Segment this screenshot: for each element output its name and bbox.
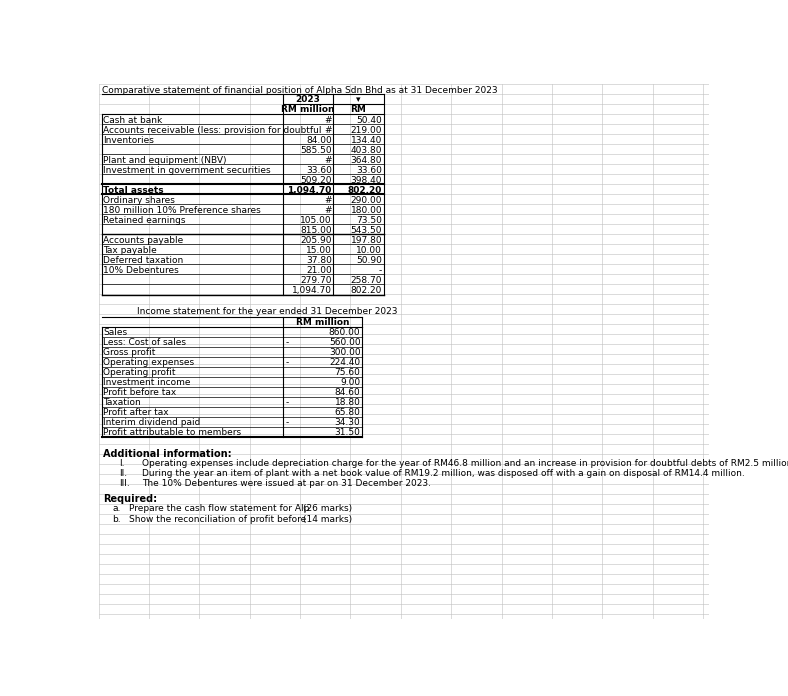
Text: #: # [325,156,332,165]
Text: 33.60: 33.60 [306,166,332,175]
Text: -: - [285,358,288,367]
Text: 300.00: 300.00 [329,349,360,358]
Text: 290.00: 290.00 [351,196,382,205]
Text: 105.00: 105.00 [300,216,332,225]
Text: (26 marks): (26 marks) [303,504,352,513]
Text: Operating profit: Operating profit [103,368,176,377]
Text: 10% Debentures: 10% Debentures [103,266,179,275]
Text: 180 million 10% Preference shares: 180 million 10% Preference shares [103,206,261,215]
Text: 815.00: 815.00 [300,226,332,235]
Text: Profit before tax: Profit before tax [103,388,177,397]
Text: Tax payable: Tax payable [103,246,157,255]
Text: 21.00: 21.00 [306,266,332,275]
Text: 860.00: 860.00 [329,329,360,338]
Text: I.: I. [119,459,125,468]
Text: RM million: RM million [296,317,349,326]
Text: RM million: RM million [281,105,334,114]
Text: 398.40: 398.40 [351,176,382,185]
Text: Gross profit: Gross profit [103,349,155,358]
Text: Investment in government securities: Investment in government securities [103,166,271,175]
Text: #: # [325,196,332,205]
Text: 364.80: 364.80 [351,156,382,165]
Text: Retained earnings: Retained earnings [103,216,186,225]
Text: Comparative statement of financial position of Alpha Sdn Bhd as at 31 December 2: Comparative statement of financial posit… [102,86,497,95]
Text: 197.80: 197.80 [351,236,382,245]
Text: Sales: Sales [103,329,128,338]
Text: Plant and equipment (NBV): Plant and equipment (NBV) [103,156,227,165]
Text: III.: III. [119,480,129,489]
Text: Show the reconciliation of profit before: Show the reconciliation of profit before [128,516,306,525]
Text: 279.70: 279.70 [300,276,332,285]
Text: Inventories: Inventories [103,136,154,145]
Text: 84.00: 84.00 [306,136,332,145]
Text: 509.20: 509.20 [300,176,332,185]
Text: During the year an item of plant with a net book value of RM19.2 million, was di: During the year an item of plant with a … [142,469,745,478]
Text: Investment income: Investment income [103,379,191,388]
Text: The 10% Debentures were issued at par on 31 December 2023.: The 10% Debentures were issued at par on… [142,480,431,489]
Text: 224.40: 224.40 [329,358,360,367]
Text: 37.80: 37.80 [306,256,332,265]
Text: Additional information:: Additional information: [103,450,232,459]
Text: Operating expenses include depreciation charge for the year of RM46.8 million an: Operating expenses include depreciation … [142,459,788,468]
Text: #: # [325,206,332,215]
Text: #: # [325,116,332,125]
Text: 403.80: 403.80 [351,146,382,155]
Text: ▾: ▾ [356,95,360,104]
Text: (14 marks): (14 marks) [303,516,352,525]
Text: 18.80: 18.80 [335,398,360,407]
Text: Income statement for the year ended 31 December 2023: Income statement for the year ended 31 D… [137,307,398,316]
Text: Prepare the cash flow statement for Alp: Prepare the cash flow statement for Alp [128,504,309,513]
Text: 33.60: 33.60 [356,166,382,175]
Text: a.: a. [113,504,121,513]
Text: 802.20: 802.20 [351,286,382,295]
Text: 65.80: 65.80 [335,409,360,418]
Text: 10.00: 10.00 [356,246,382,255]
Text: Profit after tax: Profit after tax [103,409,169,418]
Text: II.: II. [119,469,127,478]
Text: 1,094.70: 1,094.70 [288,186,332,195]
Text: 1,094.70: 1,094.70 [292,286,332,295]
Text: -: - [285,418,288,427]
Text: Cash at bank: Cash at bank [103,116,162,125]
Text: Less: Cost of sales: Less: Cost of sales [103,338,186,347]
Text: Deferred taxation: Deferred taxation [103,256,184,265]
Text: 219.00: 219.00 [351,126,382,135]
Text: 15.00: 15.00 [306,246,332,255]
Text: b.: b. [113,516,121,525]
Text: 50.40: 50.40 [356,116,382,125]
Text: -: - [285,398,288,407]
Text: Profit attributable to members: Profit attributable to members [103,429,241,438]
Text: 73.50: 73.50 [356,216,382,225]
Text: 9.00: 9.00 [340,379,360,388]
Text: 75.60: 75.60 [335,368,360,377]
Text: 802.20: 802.20 [348,186,382,195]
Text: -: - [379,266,382,275]
Text: 134.40: 134.40 [351,136,382,145]
Text: -: - [285,338,288,347]
Text: 84.60: 84.60 [335,388,360,397]
Text: 180.00: 180.00 [351,206,382,215]
Text: 543.50: 543.50 [351,226,382,235]
Text: Accounts payable: Accounts payable [103,236,184,245]
Text: 31.50: 31.50 [335,429,360,438]
Text: Taxation: Taxation [103,398,141,407]
Text: 205.90: 205.90 [300,236,332,245]
Text: RM: RM [350,105,366,114]
Text: Ordinary shares: Ordinary shares [103,196,175,205]
Text: Interim dividend paid: Interim dividend paid [103,418,200,427]
Text: 560.00: 560.00 [329,338,360,347]
Text: Accounts receivable (less: provision for doubtful: Accounts receivable (less: provision for… [103,126,322,135]
Text: Required:: Required: [103,494,158,504]
Text: 258.70: 258.70 [351,276,382,285]
Text: #: # [325,126,332,135]
Text: 50.90: 50.90 [356,256,382,265]
Text: Operating expenses: Operating expenses [103,358,195,367]
Text: Total assets: Total assets [103,186,164,195]
Text: 2023: 2023 [296,95,320,104]
Text: 34.30: 34.30 [335,418,360,427]
Text: 585.50: 585.50 [300,146,332,155]
